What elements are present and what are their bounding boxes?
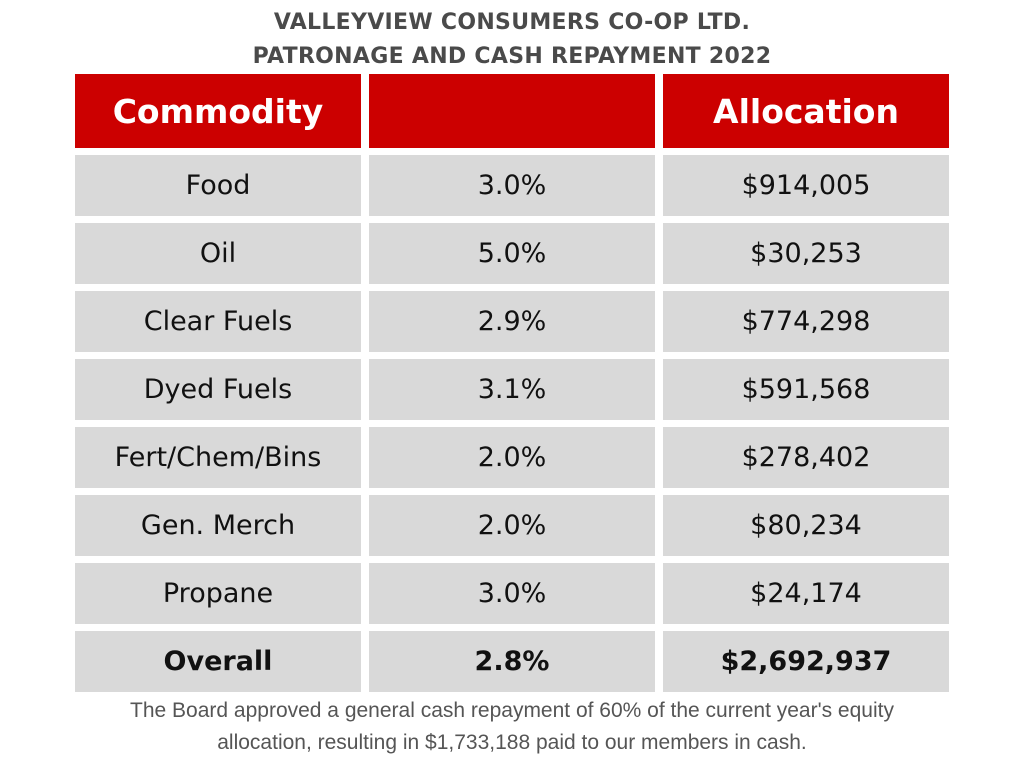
- table-row: Food 3.0% $914,005: [75, 155, 949, 216]
- cell-allocation: $30,253: [663, 223, 949, 284]
- cell-allocation: $914,005: [663, 155, 949, 216]
- total-label: Overall: [75, 631, 361, 692]
- total-rate: 2.8%: [369, 631, 655, 692]
- table-row: Gen. Merch 2.0% $80,234: [75, 495, 949, 556]
- table-row: Propane 3.0% $24,174: [75, 563, 949, 624]
- footnote-line-1: The Board approved a general cash repaym…: [130, 699, 894, 722]
- cell-allocation: $24,174: [663, 563, 949, 624]
- cell-rate: 3.0%: [369, 563, 655, 624]
- cell-allocation: $80,234: [663, 495, 949, 556]
- table-row: Clear Fuels 2.9% $774,298: [75, 291, 949, 352]
- table-row: Fert/Chem/Bins 2.0% $278,402: [75, 427, 949, 488]
- cell-commodity: Oil: [75, 223, 361, 284]
- cell-rate: 3.0%: [369, 155, 655, 216]
- cell-allocation: $591,568: [663, 359, 949, 420]
- table-total-row: Overall 2.8% $2,692,937: [75, 631, 949, 692]
- cell-rate: 3.1%: [369, 359, 655, 420]
- cell-allocation: $278,402: [663, 427, 949, 488]
- cell-rate: 5.0%: [369, 223, 655, 284]
- footnote-line-2: allocation, resulting in $1,733,188 paid…: [217, 731, 807, 754]
- cell-commodity: Dyed Fuels: [75, 359, 361, 420]
- cell-commodity: Gen. Merch: [75, 495, 361, 556]
- total-allocation: $2,692,937: [663, 631, 949, 692]
- cell-rate: 2.9%: [369, 291, 655, 352]
- header-rate: [369, 74, 655, 148]
- header-commodity: Commodity: [75, 74, 361, 148]
- cell-commodity: Propane: [75, 563, 361, 624]
- table-row: Oil 5.0% $30,253: [75, 223, 949, 284]
- cell-allocation: $774,298: [663, 291, 949, 352]
- cell-rate: 2.0%: [369, 495, 655, 556]
- cell-commodity: Food: [75, 155, 361, 216]
- cell-commodity: Clear Fuels: [75, 291, 361, 352]
- patronage-table: Commodity Allocation Food 3.0% $914,005 …: [75, 74, 949, 699]
- cell-rate: 2.0%: [369, 427, 655, 488]
- page-title-line-1: VALLEYVIEW CONSUMERS CO-OP LTD.: [273, 10, 751, 35]
- footnote: The Board approved a general cash repaym…: [40, 695, 984, 759]
- header-allocation: Allocation: [663, 74, 949, 148]
- table-header-row: Commodity Allocation: [75, 74, 949, 148]
- cell-commodity: Fert/Chem/Bins: [75, 427, 361, 488]
- page-title-line-2: PATRONAGE AND CASH REPAYMENT 2022: [252, 44, 772, 69]
- table-row: Dyed Fuels 3.1% $591,568: [75, 359, 949, 420]
